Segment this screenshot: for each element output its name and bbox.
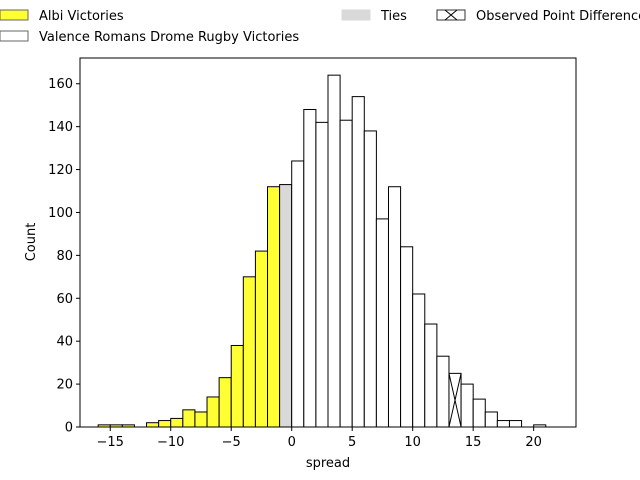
x-tick-label: 15: [465, 435, 482, 450]
bar: [400, 246, 414, 427]
bar: [484, 411, 498, 427]
bar: [327, 74, 341, 427]
bars-group: [97, 74, 547, 427]
bar: [351, 96, 365, 427]
y-tick-label: 100: [48, 206, 73, 221]
bar: [230, 344, 244, 427]
legend-swatch: [341, 9, 371, 21]
bar: [158, 420, 172, 427]
x-axis-label: spread: [306, 456, 350, 471]
bar: [194, 411, 208, 427]
bar: [387, 186, 402, 427]
y-tick-label: 160: [48, 77, 73, 92]
bar: [508, 420, 523, 427]
bar: [303, 108, 317, 427]
legend-label: Ties: [380, 9, 407, 24]
y-tick-label: 0: [65, 421, 73, 436]
y-tick-label: 20: [56, 378, 73, 393]
legend-swatch: [0, 9, 29, 21]
x-axis: −15 −10 −5 0 5 10 15 20: [97, 427, 542, 450]
x-tick-label: 20: [525, 435, 542, 450]
bar: [267, 186, 281, 427]
bar: [182, 409, 196, 427]
bar: [146, 422, 160, 427]
bar: [170, 417, 184, 427]
x-tick-label: 0: [288, 435, 296, 450]
x-tick-label: −5: [222, 435, 241, 450]
legend-item: Observed Point Difference: [436, 9, 640, 24]
bar: [472, 398, 486, 427]
bar: [375, 218, 389, 427]
legend-label: Valence Romans Drome Rugby Victories: [39, 30, 299, 45]
bar: [363, 130, 377, 427]
bar: [218, 377, 232, 427]
legend-swatch: [0, 30, 29, 42]
bar: [242, 276, 256, 427]
observed-point-difference-mark: [448, 373, 462, 427]
bar: [254, 250, 269, 427]
x-tick-label: −15: [97, 435, 124, 450]
bar: [460, 383, 474, 427]
legend-hatch-mark: [444, 9, 458, 21]
bar: [412, 293, 426, 427]
bar: [315, 121, 329, 427]
bar: [424, 323, 438, 427]
y-axis: 0 20 40 60 80 100 120 140 160: [48, 77, 80, 436]
y-tick-label: 40: [56, 335, 73, 350]
bar: [339, 119, 353, 427]
x-tick-label: 10: [404, 435, 421, 450]
x-tick-label: −10: [157, 435, 184, 450]
legend-item: Albi Victories: [0, 9, 124, 24]
legend-item: Ties: [341, 9, 407, 24]
y-tick-label: 140: [48, 120, 73, 135]
bar: [496, 420, 510, 427]
y-tick-label: 80: [56, 249, 73, 264]
legend: Albi Victories Valence Romans Drome Rugby…: [0, 9, 640, 45]
x-tick-label: 5: [348, 435, 356, 450]
legend-label: Observed Point Difference: [476, 9, 640, 24]
legend-item: Valence Romans Drome Rugby Victories: [0, 30, 299, 45]
bar: [279, 184, 293, 427]
y-tick-label: 60: [56, 292, 73, 307]
legend-label: Albi Victories: [39, 9, 124, 24]
bar: [291, 160, 305, 427]
y-tick-label: 120: [48, 163, 73, 178]
bar: [436, 355, 450, 427]
observed-point-marker-group: [448, 373, 462, 427]
y-axis-label: Count: [24, 223, 39, 262]
bar: [206, 396, 220, 427]
plot-frame: [79, 57, 577, 428]
